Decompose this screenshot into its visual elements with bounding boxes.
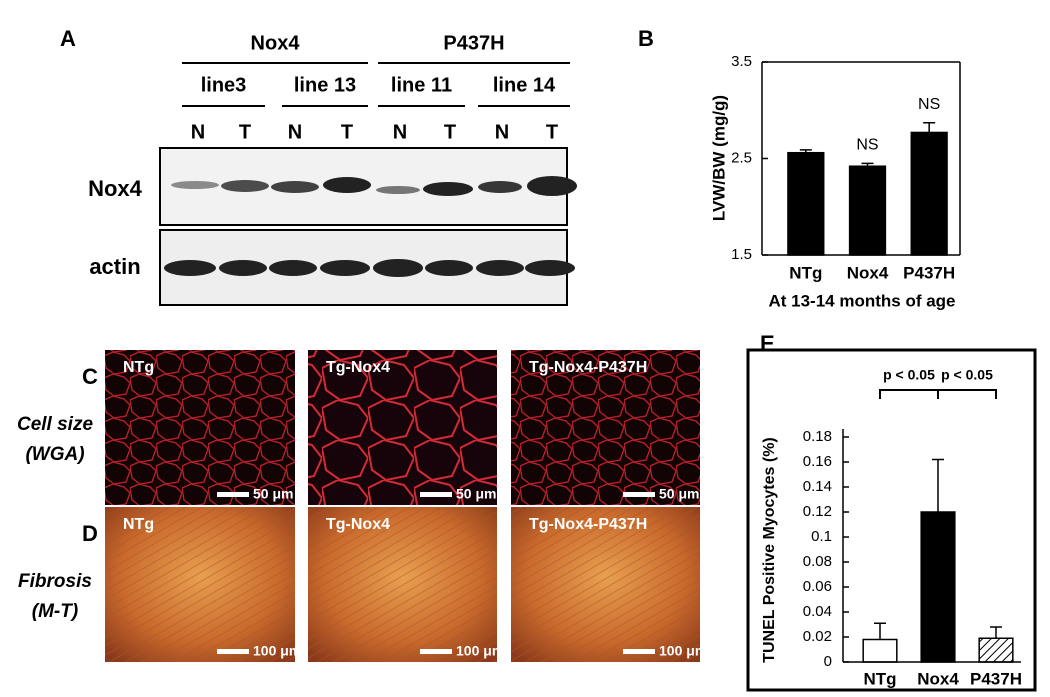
line-label: line3	[201, 74, 247, 96]
bar	[910, 131, 948, 256]
image-label: NTg	[123, 359, 154, 376]
row-title: Cell size	[17, 414, 93, 435]
group-label: P437H	[443, 32, 504, 54]
bar	[848, 165, 887, 256]
row-subtitle: (WGA)	[25, 444, 84, 465]
image-label: Tg-Nox4	[326, 516, 390, 533]
line-label: line 11	[391, 74, 452, 96]
scale-label: 100 μm	[253, 643, 301, 659]
lane-label: N	[288, 121, 302, 143]
y-tick-label: 0.02	[803, 628, 832, 645]
annotation: NS	[856, 137, 878, 154]
scale-bar	[623, 492, 655, 497]
bar	[787, 151, 825, 256]
bracket	[879, 389, 939, 399]
lane-label: N	[495, 121, 509, 143]
x-tick-label: NTg	[789, 263, 822, 282]
y-tick-label: 0.14	[803, 478, 832, 495]
error-bar	[923, 122, 936, 133]
annotation: NS	[918, 96, 940, 113]
y-tick-label: 0.1	[811, 528, 832, 545]
bracket-label: p < 0.05	[941, 367, 993, 383]
blot	[159, 147, 577, 306]
scale-label: 100 μm	[659, 643, 707, 659]
x-tick-label: P437H	[903, 263, 955, 282]
y-tick-label: 0.04	[803, 603, 832, 620]
y-tick-label: 0.08	[803, 553, 832, 570]
bar	[920, 511, 956, 663]
panel-label: C	[82, 364, 98, 389]
panel-label: B	[638, 26, 654, 51]
group-label: Nox4	[251, 32, 301, 54]
scale-label: 50 μm	[659, 486, 699, 502]
row-subtitle: (M-T)	[32, 601, 78, 622]
lane-label: T	[239, 121, 251, 143]
scale-label: 50 μm	[253, 486, 293, 502]
y-tick-label: 1.5	[731, 246, 752, 263]
panel-frame	[746, 348, 1037, 692]
scale-bar	[623, 649, 655, 654]
row-label: actin	[89, 254, 140, 279]
y-axis-label: LVW/BW (mg/g)	[709, 95, 728, 221]
panel-label: A	[60, 26, 76, 51]
lane-label: T	[444, 121, 456, 143]
scale-label: 50 μm	[456, 486, 496, 502]
bar	[862, 638, 898, 663]
y-tick-label: 3.5	[731, 53, 752, 70]
error-bar	[799, 149, 812, 153]
y-tick-label: 0.12	[803, 503, 832, 520]
bracket	[937, 389, 997, 399]
scale-bar	[420, 492, 452, 497]
bracket-label: p < 0.05	[883, 367, 935, 383]
scale-bar	[217, 492, 249, 497]
scale-bar	[420, 649, 452, 654]
x-axis-label: At 13-14 months of age	[768, 291, 955, 310]
lane-label: N	[191, 121, 205, 143]
x-tick-label: Nox4	[847, 263, 889, 282]
y-tick-label: 0	[824, 653, 832, 670]
lane-label: T	[546, 121, 558, 143]
scale-label: 100 μm	[456, 643, 504, 659]
y-tick-label: 0.16	[803, 453, 832, 470]
y-tick-label: 0.18	[803, 428, 832, 445]
row-title: Fibrosis	[18, 571, 92, 592]
image-label: NTg	[123, 516, 154, 533]
image-label: Tg-Nox4	[326, 359, 390, 376]
x-tick-label: Nox4	[917, 669, 959, 688]
panel-label: E	[760, 331, 775, 356]
error-bar	[990, 626, 1002, 639]
scale-bar	[217, 649, 249, 654]
line-label: line 13	[294, 74, 356, 96]
error-bar	[932, 458, 944, 512]
bar	[978, 637, 1014, 663]
micrographs	[105, 350, 700, 662]
lane-label: T	[341, 121, 353, 143]
error-bar	[861, 162, 874, 167]
row-label: Nox4	[88, 176, 143, 201]
y-axis-label: TUNEL Positive Myocytes (%)	[761, 437, 778, 663]
y-tick-label: 2.5	[731, 149, 752, 166]
x-tick-label: P437H	[970, 669, 1022, 688]
x-tick-label: NTg	[863, 669, 896, 688]
image-label: Tg-Nox4-P437H	[529, 516, 647, 533]
panel-label: D	[82, 521, 98, 546]
lane-label: N	[393, 121, 407, 143]
error-bar	[874, 622, 886, 640]
line-label: line 14	[493, 74, 556, 96]
image-label: Tg-Nox4-P437H	[529, 359, 647, 376]
y-tick-label: 0.06	[803, 578, 832, 595]
